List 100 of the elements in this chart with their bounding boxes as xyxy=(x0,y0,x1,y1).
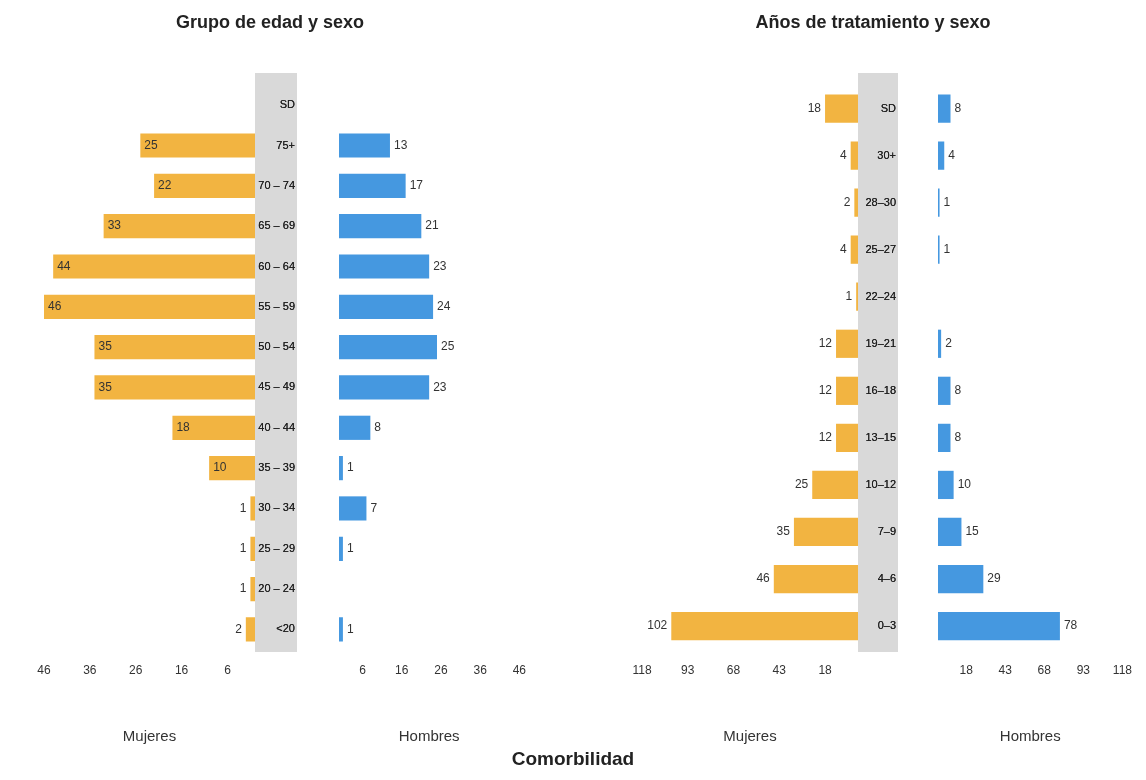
x-tick-label: 18 xyxy=(959,663,974,678)
x-tick-label: 16 xyxy=(174,663,189,678)
data-label: 18 xyxy=(807,100,822,115)
data-label: 46 xyxy=(48,299,62,314)
data-label: 24 xyxy=(437,299,451,314)
bar xyxy=(94,375,255,400)
bar xyxy=(938,94,951,123)
bar xyxy=(245,617,255,642)
data-label: 12 xyxy=(818,430,833,445)
x-tick-label: 118 xyxy=(1112,663,1133,678)
data-label: 102 xyxy=(647,618,668,633)
data-label: 4 xyxy=(839,241,847,256)
bar xyxy=(339,415,371,440)
data-label: 1 xyxy=(239,581,247,596)
bar xyxy=(172,415,255,440)
data-label: 29 xyxy=(987,571,1001,586)
bar xyxy=(250,577,255,602)
y-tick-label: 22–24 xyxy=(865,289,896,302)
x-tick-label: 93 xyxy=(1076,663,1091,678)
data-label: 4 xyxy=(839,147,847,162)
data-label: 1 xyxy=(943,194,951,209)
bar xyxy=(339,617,343,642)
x-axis-title: Hombres xyxy=(999,727,1061,745)
y-tick-label: SD xyxy=(279,98,296,111)
bar xyxy=(339,214,422,239)
data-label: 23 xyxy=(433,379,447,394)
x-tick-label: 46 xyxy=(512,663,527,678)
bar xyxy=(53,254,255,279)
x-axis-title: Hombres xyxy=(398,727,460,745)
bar xyxy=(938,564,984,594)
data-label: 18 xyxy=(176,420,191,435)
y-tick-label: 19–21 xyxy=(865,336,896,349)
x-tick-label: 6 xyxy=(224,663,232,678)
bar xyxy=(938,470,954,500)
data-label: 35 xyxy=(98,339,113,354)
data-label: 1 xyxy=(239,541,247,556)
x-tick-label: 68 xyxy=(726,663,741,678)
data-label: 8 xyxy=(374,420,382,435)
bar xyxy=(812,470,858,500)
bar xyxy=(836,329,858,358)
bar xyxy=(103,214,255,239)
data-label: 12 xyxy=(818,336,833,351)
bar xyxy=(938,376,951,405)
data-label: 15 xyxy=(965,524,980,539)
bar xyxy=(793,517,858,547)
data-label: 7 xyxy=(370,500,378,515)
bar xyxy=(339,375,430,400)
bar xyxy=(938,423,951,452)
x-tick-label: 43 xyxy=(772,663,787,678)
y-tick-label: 30+ xyxy=(877,148,896,161)
y-tick-label: 16–18 xyxy=(865,383,896,396)
y-tick-label: 4–6 xyxy=(877,572,896,585)
bar xyxy=(44,294,255,319)
x-tick-label: 6 xyxy=(359,663,367,678)
data-label: 2 xyxy=(843,194,851,209)
bar xyxy=(154,173,255,198)
y-tick-label: 0–3 xyxy=(877,619,896,632)
data-label: 25 xyxy=(794,477,809,492)
x-tick-label: 26 xyxy=(434,663,448,678)
text: Comorbilidad xyxy=(510,748,636,770)
data-label: 1 xyxy=(845,289,853,304)
x-tick-label: 16 xyxy=(395,663,409,678)
bar xyxy=(209,456,255,481)
bar xyxy=(94,335,255,360)
chart-title: Años de tratamiento y sexo xyxy=(754,12,992,33)
y-tick-label: 45 – 49 xyxy=(258,380,295,393)
bar xyxy=(250,536,255,561)
data-label: 46 xyxy=(756,571,771,586)
y-tick-label: 30 – 34 xyxy=(258,501,295,514)
bar xyxy=(850,235,858,264)
data-label: 8 xyxy=(954,430,962,445)
data-label: 1 xyxy=(239,500,247,515)
y-tick-label: 20 – 24 xyxy=(258,582,295,595)
y-tick-label: 28–30 xyxy=(865,195,896,208)
x-tick-label: 118 xyxy=(632,663,652,678)
x-tick-label: 36 xyxy=(473,663,488,678)
data-label: 1 xyxy=(346,621,354,636)
bar xyxy=(339,335,437,360)
data-label: 1 xyxy=(346,541,354,556)
y-tick-label: 75+ xyxy=(276,138,295,151)
bar xyxy=(339,133,390,158)
bar xyxy=(836,376,858,405)
y-tick-label: 50 – 54 xyxy=(258,340,295,353)
y-tick-label: 70 – 74 xyxy=(258,178,295,191)
y-tick-label: 65 – 69 xyxy=(258,219,295,232)
data-label: 12 xyxy=(818,383,833,398)
bar xyxy=(339,294,434,319)
bar xyxy=(250,496,255,521)
bar xyxy=(140,133,255,158)
data-label: 8 xyxy=(954,100,962,115)
x-tick-label: 68 xyxy=(1037,663,1052,678)
bar xyxy=(773,564,858,594)
x-tick-label: 46 xyxy=(37,663,51,678)
bar xyxy=(339,536,343,561)
bar xyxy=(339,173,406,198)
data-label: 35 xyxy=(776,524,791,539)
y-tick-label: <20 xyxy=(276,622,295,635)
y-tick-label: 10–12 xyxy=(865,477,896,490)
data-label: 2 xyxy=(945,336,953,351)
bar xyxy=(850,141,858,170)
